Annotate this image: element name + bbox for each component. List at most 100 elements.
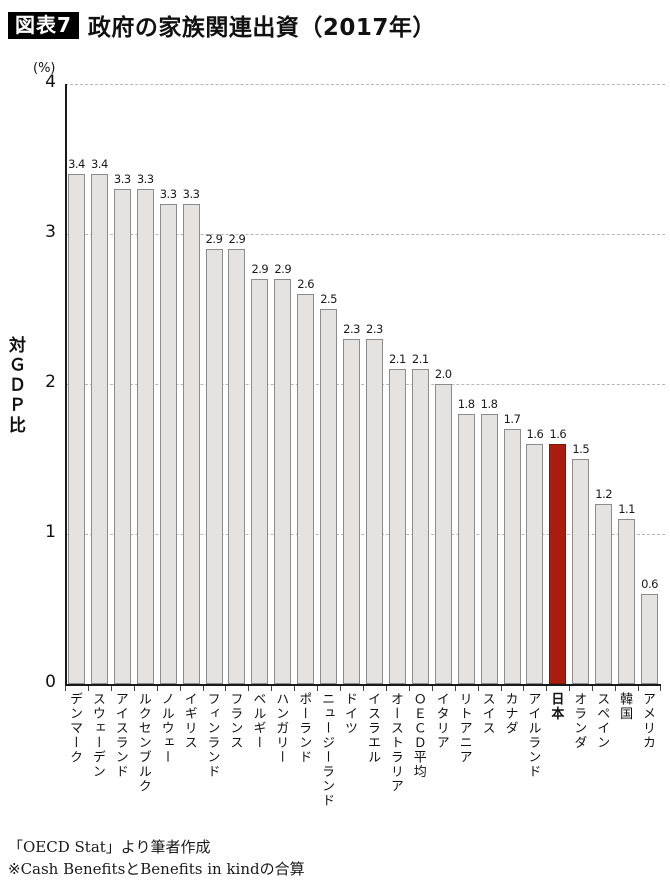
bar	[526, 444, 544, 684]
bar	[205, 249, 223, 684]
x-axis-line	[65, 684, 661, 686]
bar	[159, 204, 177, 684]
bar	[90, 174, 108, 684]
x-axis-tick	[248, 686, 250, 691]
bar	[411, 369, 429, 684]
bar	[113, 189, 131, 684]
bar	[320, 309, 338, 684]
x-axis-tick	[317, 686, 319, 691]
x-category-label: オランダ	[571, 692, 587, 750]
x-axis-tick	[294, 686, 296, 691]
bar-value-label: 2.9	[205, 232, 223, 246]
bar	[297, 294, 315, 684]
x-axis-tick	[615, 686, 617, 691]
bar	[365, 339, 383, 684]
y-tick-label: 4	[45, 72, 56, 92]
bar	[595, 504, 613, 684]
x-axis-tick	[638, 686, 640, 691]
chart-header: 図表7 政府の家族関連出資（2017年）	[8, 8, 436, 42]
bar-value-label: 1.7	[503, 412, 521, 426]
bar-chart-plot-area: 3.4 デンマーク 3.4 スウェーデン 3.3 アイスランド 3.3 ルクセンブルク 3.3 ノ…	[65, 84, 665, 808]
bar	[67, 174, 85, 684]
bar-value-label: 2.3	[343, 322, 360, 336]
x-axis-tick	[500, 686, 502, 691]
x-axis-tick	[202, 686, 204, 691]
chart-footer: 「OECD Stat」より筆者作成 ※Cash BenefitsとBenefit…	[8, 837, 305, 881]
x-category-label: ベルギー	[250, 692, 266, 750]
y-axis-line	[65, 84, 67, 686]
bar	[572, 459, 590, 684]
bar-value-label: 2.9	[274, 262, 292, 276]
x-axis-tick	[271, 686, 273, 691]
bar-value-label: 2.9	[228, 232, 246, 246]
x-axis-tick	[110, 686, 112, 691]
x-axis-tick	[340, 686, 342, 691]
bar-value-label: 2.1	[411, 352, 429, 366]
x-axis-tick	[363, 686, 364, 691]
gridline	[65, 234, 665, 235]
x-category-label: ニュージーランド	[319, 692, 335, 808]
bar	[274, 279, 292, 684]
y-tick-label: 1	[45, 522, 56, 542]
method-note: ※Cash BenefitsとBenefits in kindの合算	[8, 859, 305, 878]
bar-value-label: 1.6	[549, 427, 567, 441]
bar	[343, 339, 361, 684]
x-category-label: イスラエル	[364, 692, 380, 765]
y-axis-unit-label: (%)	[33, 61, 56, 76]
x-axis-tick	[408, 686, 410, 691]
x-category-label: スイス	[479, 692, 495, 736]
bar-value-label: 1.6	[526, 427, 544, 441]
bar-value-label: 1.8	[480, 397, 498, 411]
x-category-label: アイスランド	[112, 692, 128, 779]
bar-value-label: 2.9	[251, 262, 269, 276]
x-axis-tick	[660, 686, 661, 691]
x-category-label: ノルウェー	[158, 692, 174, 765]
source-note: 「OECD Stat」より筆者作成	[8, 838, 211, 856]
bar-value-label: 3.3	[182, 187, 200, 201]
bar	[641, 594, 659, 684]
bar-value-label: 3.3	[159, 187, 177, 201]
bar-value-label: 1.2	[595, 487, 613, 501]
bar-value-label: 2.6	[297, 277, 315, 291]
bar-value-label: 1.8	[457, 397, 475, 411]
x-category-label: ＯＥＣＤ平均	[410, 692, 426, 779]
x-axis-tick	[546, 686, 548, 691]
x-axis-tick	[65, 686, 66, 691]
bar-value-label: 0.6	[641, 577, 658, 591]
y-axis-title: 対ＧＤＰ比	[5, 336, 25, 436]
x-axis-tick	[133, 686, 135, 691]
x-category-label: ドイツ	[342, 692, 358, 736]
x-category-label: ポーランド	[296, 692, 312, 765]
x-category-label: 韓国	[617, 692, 633, 721]
x-axis-tick	[179, 686, 181, 691]
x-category-label: アイルランド	[525, 692, 541, 779]
y-tick-label: 0	[45, 672, 56, 692]
gridline	[65, 534, 665, 535]
x-category-label: ハンガリー	[273, 692, 289, 765]
x-axis-tick	[569, 686, 571, 691]
bar-value-label: 2.3	[366, 322, 383, 336]
bar	[618, 519, 636, 684]
bar-value-label: 2.5	[320, 292, 337, 306]
bar-value-label: 3.3	[113, 172, 131, 186]
chart-title: 政府の家族関連出資（2017年）	[87, 15, 436, 41]
x-axis-tick	[87, 686, 89, 691]
x-axis-tick	[477, 686, 479, 691]
x-category-label: 日本	[548, 692, 564, 721]
x-axis-tick	[156, 686, 158, 691]
bar-value-label: 1.1	[618, 502, 635, 516]
bar	[182, 204, 200, 684]
x-category-label: デンマーク	[66, 692, 82, 765]
bar-value-label: 3.4	[68, 157, 85, 171]
x-category-label: フランス	[227, 692, 243, 750]
bar-value-label: 2.0	[434, 367, 452, 381]
x-axis-tick	[523, 686, 525, 691]
x-category-label: フィンランド	[204, 692, 220, 779]
bar	[388, 369, 406, 684]
x-category-label: オーストラリア	[387, 692, 403, 794]
x-axis-tick	[431, 686, 433, 691]
y-tick-label: 2	[45, 372, 56, 392]
x-category-label: ルクセンブルク	[135, 692, 151, 794]
bar	[251, 279, 269, 684]
